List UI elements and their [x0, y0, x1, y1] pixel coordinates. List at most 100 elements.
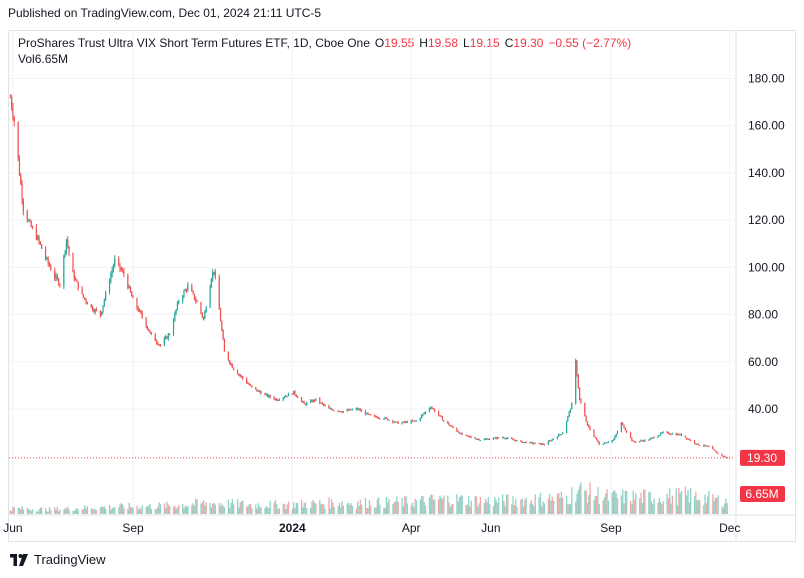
candle-body-up	[640, 440, 642, 442]
volume-bar-up	[138, 507, 141, 514]
candle-body-down	[67, 239, 69, 247]
volume-bar-up	[717, 495, 719, 514]
candle-body-up	[486, 438, 488, 440]
candle-body-down	[538, 442, 540, 444]
volume-bar-down	[513, 505, 516, 514]
volume-bar-up	[440, 497, 442, 514]
candle-body-up	[516, 440, 518, 442]
volume-bar-down	[256, 508, 258, 514]
candle-body-down	[379, 418, 381, 420]
candle-body-down	[158, 344, 160, 346]
candle-body-up	[615, 433, 617, 437]
y-tick-label: 60.00	[748, 355, 778, 369]
volume-bar-up	[675, 487, 677, 514]
x-tick-label: Sep	[600, 521, 622, 535]
y-tick-label: 160.00	[748, 119, 785, 133]
candle-body-down	[376, 416, 378, 419]
candle-body-down	[594, 436, 596, 439]
volume-bar-up	[306, 507, 308, 514]
volume-bar-up	[626, 491, 628, 514]
volume-bar-down	[726, 503, 728, 514]
candle-body-up	[652, 437, 654, 439]
volume-bar-up	[333, 506, 335, 514]
volume-bar-up	[693, 496, 696, 514]
volume-bar-down	[579, 485, 581, 514]
candle-body-down	[269, 395, 271, 398]
candle-body-down	[706, 445, 709, 447]
candle-body-down	[44, 248, 47, 259]
volume-bar-up	[114, 507, 116, 514]
candle-body-down	[521, 441, 523, 443]
candle-body-up	[567, 416, 569, 421]
candle-body-up	[611, 440, 613, 442]
candle-body-down	[441, 416, 444, 421]
candle-body-down	[641, 440, 643, 442]
candle-body-down	[487, 438, 489, 440]
candle-body-up	[182, 296, 184, 302]
candle-body-up	[422, 413, 424, 416]
candle-body-up	[661, 432, 663, 434]
candle-body-down	[648, 439, 650, 441]
published-note: Published on TradingView.com, Dec 01, 20…	[8, 6, 322, 20]
volume-bar-up	[723, 503, 726, 514]
volume-bar-down	[359, 499, 361, 514]
volume-bar-down	[479, 496, 482, 514]
volume-bar-up	[94, 509, 96, 514]
volume-bar-up	[522, 506, 525, 514]
candle-body-up	[657, 435, 659, 438]
candle-body-down	[542, 443, 544, 445]
candle-body-up	[547, 441, 549, 445]
volume-bar-down	[705, 503, 707, 514]
candle-body-down	[714, 450, 717, 452]
volume-bar-up	[708, 490, 710, 514]
candle-body-down	[59, 284, 61, 286]
volume-bar-up	[110, 509, 112, 514]
candle-body-down	[12, 107, 14, 118]
candle-body-down	[169, 334, 171, 336]
volume-bar-up	[374, 507, 376, 514]
volume-bar-down	[688, 502, 690, 514]
volume-bar-down	[397, 502, 399, 514]
candle-body-down	[137, 308, 139, 312]
volume-bar-up	[214, 504, 217, 514]
volume-bar-up	[320, 504, 322, 514]
volume-bar-up	[443, 495, 445, 514]
candle-body-down	[693, 440, 696, 444]
volume-bar-up	[721, 506, 723, 514]
volume-bar-up	[468, 495, 470, 514]
candle-body-up	[312, 399, 314, 402]
candle-body-down	[337, 410, 339, 412]
candle-body-up	[488, 439, 491, 441]
candle-body-down	[319, 398, 321, 403]
candle-body-down	[635, 441, 637, 443]
candle-body-down	[347, 409, 350, 411]
volume-bar-up	[236, 499, 239, 514]
candle-body-up	[606, 442, 608, 444]
volume-bar-up	[543, 503, 546, 514]
candle-body-up	[541, 443, 543, 445]
candle-body-down	[22, 199, 24, 212]
candle-body-down	[242, 376, 244, 379]
candle-body-up	[483, 439, 485, 441]
volume-bar-up	[556, 493, 559, 514]
volume-bar-up	[48, 506, 51, 514]
volume-bar-up	[278, 508, 280, 514]
volume-bar-up	[642, 489, 645, 514]
volume-bar-down	[623, 503, 625, 514]
candle-body-down	[159, 344, 162, 346]
volume-bar-up	[565, 495, 568, 514]
candle-body-down	[588, 424, 590, 428]
candle-body-down	[359, 409, 361, 411]
volume-bar-down	[140, 509, 142, 514]
candle-body-up	[310, 400, 312, 403]
volume-bar-up	[679, 492, 681, 514]
candle-body-up	[662, 431, 664, 433]
candle-body-up	[63, 255, 65, 286]
volume-bar-down	[201, 502, 203, 514]
candle-body-up	[338, 411, 340, 413]
candle-body-down	[256, 389, 258, 392]
candle-body-down	[456, 427, 458, 432]
volume-bar-up	[571, 487, 573, 514]
volume-bar-up	[533, 505, 535, 514]
